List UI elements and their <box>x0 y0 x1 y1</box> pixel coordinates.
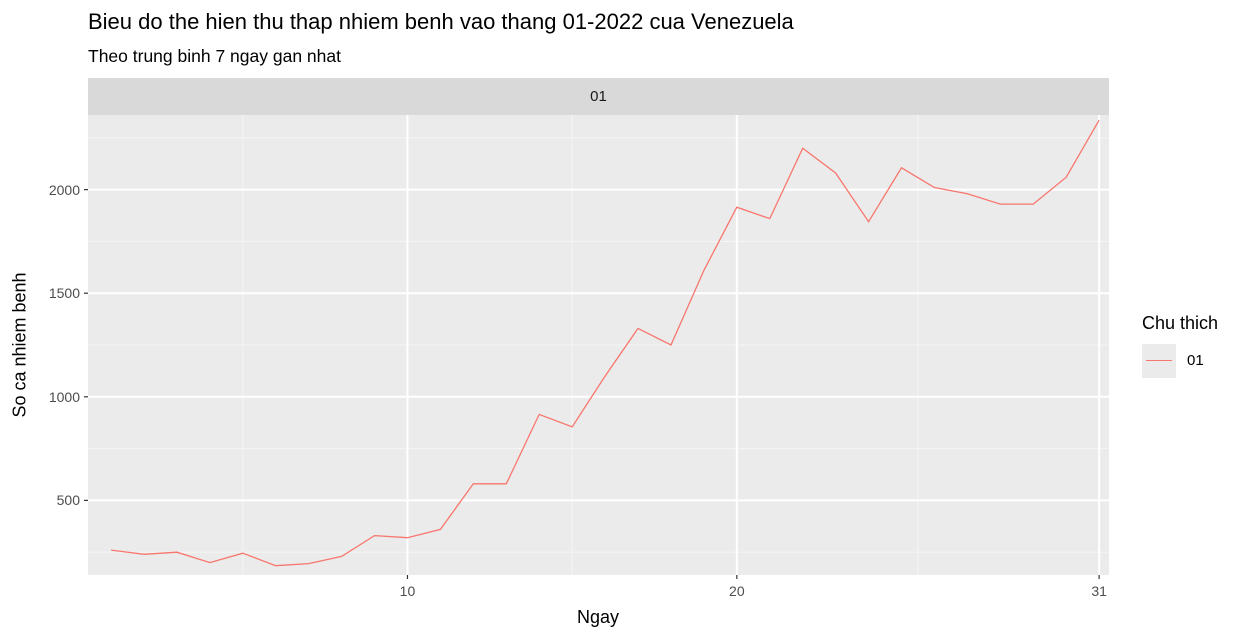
x-tick-label: 10 <box>399 583 416 599</box>
y-tick-label: 1000 <box>48 388 80 405</box>
chart-subtitle: Theo trung binh 7 ngay gan nhat <box>88 46 341 66</box>
x-axis-title: Ngay <box>576 607 620 627</box>
x-tick-label: 20 <box>729 583 745 599</box>
y-tick-label: 2000 <box>48 181 80 198</box>
legend-label: 01 <box>1187 352 1204 369</box>
y-tick-label: 500 <box>56 492 80 509</box>
series-line <box>111 119 1100 567</box>
legend-key-line <box>1146 360 1172 362</box>
legend-title: Chu thich <box>1142 313 1219 333</box>
y-tick-label: 1500 <box>48 285 80 302</box>
chart-title: Bieu do the hien thu thap nhiem benh vao… <box>88 9 794 34</box>
facet-label: 01 <box>590 88 607 105</box>
legend-key <box>1142 344 1176 378</box>
y-axis-title: So ca nhiem benh <box>9 272 30 418</box>
x-tick-label: 31 <box>1091 583 1107 599</box>
facet-strip: 01 <box>88 78 1109 115</box>
